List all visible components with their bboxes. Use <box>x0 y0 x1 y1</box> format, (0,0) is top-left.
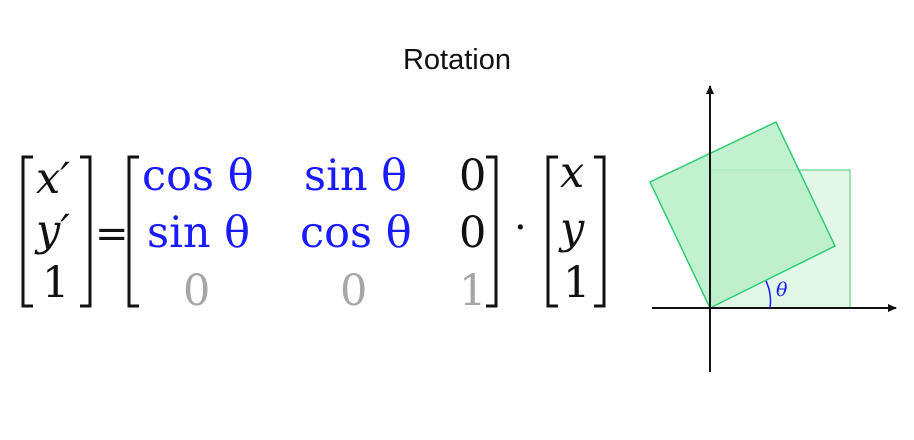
lhs-y-prime: y′ <box>36 206 71 256</box>
rhs-one: 1 <box>563 258 591 308</box>
rhs-left-bracket <box>546 155 558 308</box>
slide-title: Rotation <box>402 44 511 76</box>
m13-zero: 0 <box>459 151 487 201</box>
lhs-one: 1 <box>42 258 70 308</box>
m31-zero: 0 <box>183 266 211 316</box>
rotated-square <box>649 121 836 310</box>
m22-cos-theta: cos θ <box>300 208 412 258</box>
theta-angle-label: θ <box>776 279 788 301</box>
m12-sin-theta: sin θ <box>304 151 408 201</box>
equals-sign: = <box>95 211 129 257</box>
rhs-x: x <box>560 148 585 198</box>
lhs-right-bracket <box>80 155 92 308</box>
lhs-x-prime: x′ <box>36 154 71 204</box>
lhs-left-bracket <box>21 155 33 308</box>
m21-sin-theta: sin θ <box>147 208 251 258</box>
angle-arc <box>765 280 772 309</box>
matrix-right-bracket <box>486 155 498 308</box>
m11-cos-theta: cos θ <box>142 151 254 201</box>
matrix-left-bracket <box>127 155 139 308</box>
rhs-y: y <box>560 204 585 254</box>
m32-zero: 0 <box>340 266 368 316</box>
dot-operator: · <box>514 205 527 251</box>
m33-one: 1 <box>459 266 487 316</box>
rhs-right-bracket <box>594 155 606 308</box>
m23-zero: 0 <box>459 208 487 258</box>
